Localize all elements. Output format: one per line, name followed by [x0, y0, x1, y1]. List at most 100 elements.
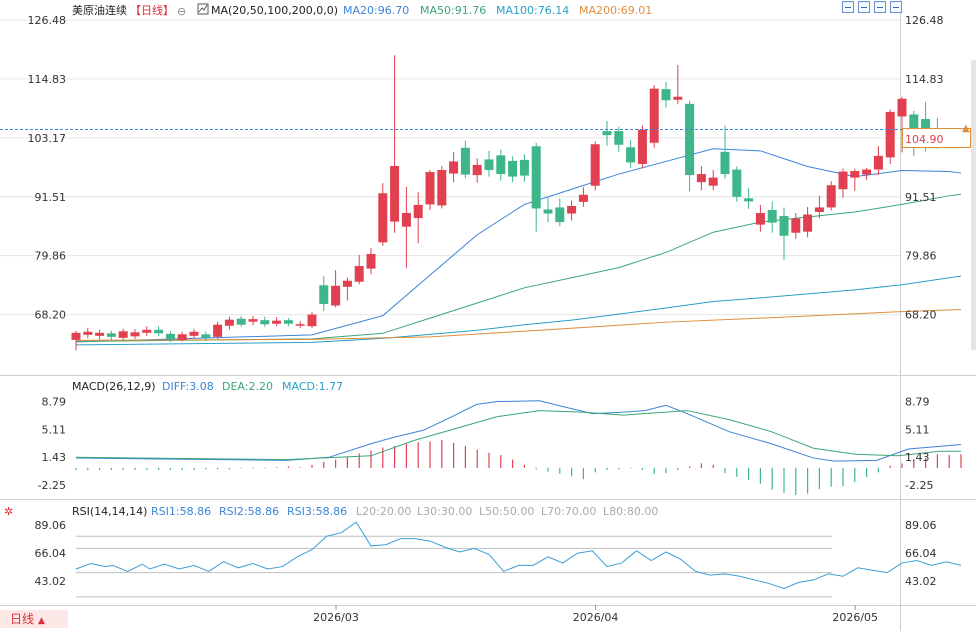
- candle: [673, 64, 683, 105]
- x-tick-label: 2026/04: [573, 611, 619, 624]
- candle-body: [862, 169, 872, 175]
- candle: [767, 201, 777, 233]
- candle-body: [413, 204, 423, 219]
- candle: [307, 311, 317, 329]
- zoom-out-icon[interactable]: [858, 1, 870, 13]
- candle: [838, 168, 848, 198]
- candle-body: [378, 193, 388, 243]
- candle: [826, 181, 836, 211]
- candle-body: [791, 218, 801, 233]
- candle: [142, 326, 152, 336]
- rsi-tick-label-right: 66.04: [905, 547, 937, 560]
- candle-body: [602, 131, 612, 136]
- candle-body: [814, 207, 824, 212]
- candle: [555, 198, 565, 227]
- period-tab-label: 日线: [10, 612, 35, 626]
- ma-lines: [75, 148, 962, 346]
- candle: [732, 166, 742, 202]
- rsi-tick-label: 66.04: [35, 547, 67, 560]
- candle: [83, 327, 93, 339]
- period-label[interactable]: 【日线】: [130, 3, 174, 17]
- macd-title: MACD(26,12,9): [72, 380, 156, 393]
- period-tab[interactable]: 日线 ▲: [0, 610, 68, 628]
- candle-body: [909, 114, 919, 130]
- candle-body: [165, 333, 175, 339]
- candle: [283, 318, 293, 327]
- macd-tick-label-right: 8.79: [905, 396, 930, 409]
- candle: [319, 276, 329, 312]
- candle-body: [649, 88, 659, 143]
- candle-body: [366, 253, 376, 269]
- candle-body: [755, 212, 765, 225]
- rsi-settings-icon[interactable]: ✲: [4, 505, 13, 518]
- macd-diff-value: DIFF:3.08: [162, 380, 214, 393]
- candle-body: [331, 285, 341, 306]
- ma100-value: MA100:76.14: [496, 4, 569, 17]
- candle-body: [154, 329, 164, 334]
- macd-hist-value: MACD:1.77: [282, 380, 343, 393]
- candle-body: [224, 319, 234, 326]
- last-price-label: 104.90: [905, 133, 944, 146]
- candle: [413, 192, 423, 244]
- ma200-value: MA200:69.01: [579, 4, 652, 17]
- zoom-in-icon[interactable]: [842, 1, 854, 13]
- candle-body: [248, 319, 258, 322]
- candle-body: [590, 144, 600, 186]
- candle-body: [142, 329, 152, 333]
- candle: [295, 321, 305, 329]
- candle-body: [803, 214, 813, 232]
- ma-params: MA(20,50,100,200,0,0): [211, 4, 338, 17]
- candle-body: [826, 185, 836, 208]
- candle: [213, 321, 223, 339]
- y-tick-label: 79.86: [35, 250, 67, 263]
- rsi1-value: RSI1:58.86: [151, 505, 211, 518]
- candle-body: [897, 98, 907, 117]
- candle: [885, 109, 895, 164]
- candle-body: [472, 164, 482, 176]
- candle-body: [614, 131, 624, 145]
- candle-body: [460, 147, 470, 175]
- candle: [519, 154, 529, 182]
- candle-body: [130, 332, 140, 337]
- candle: [189, 328, 199, 339]
- candle-body: [873, 155, 883, 170]
- rsi2-value: RSI2:58.86: [219, 505, 279, 518]
- macd-tick-label: -2.25: [38, 479, 66, 492]
- window-icon[interactable]: [874, 1, 886, 13]
- candle: [720, 125, 730, 179]
- candle-body: [744, 198, 754, 202]
- candle-body: [685, 103, 695, 176]
- rsi-title: RSI(14,14,14): [72, 505, 147, 518]
- candle: [331, 270, 341, 308]
- candle: [661, 82, 671, 108]
- macd-tick-label-right: -2.25: [905, 479, 933, 492]
- candle: [154, 326, 164, 337]
- candle-body: [508, 160, 518, 177]
- macd-dea-line: [75, 410, 961, 461]
- close-icon[interactable]: [890, 1, 902, 13]
- candle-body: [637, 129, 647, 164]
- candle-body: [272, 320, 282, 324]
- y-tick-label-right: 126.48: [905, 14, 944, 27]
- candle-body: [177, 334, 187, 340]
- candle-body: [519, 159, 529, 176]
- candle: [95, 329, 105, 340]
- candle-body: [484, 159, 494, 171]
- scrollbar[interactable]: [971, 60, 976, 350]
- candle: [578, 187, 588, 207]
- candle-body: [838, 171, 848, 190]
- axis-labels: 126.48126.48114.83114.83103.17103.1791.5…: [28, 14, 944, 624]
- candle: [590, 141, 600, 191]
- macd-tick-label: 1.43: [42, 451, 67, 464]
- candle: [696, 165, 706, 191]
- rsi-tick-label-right: 89.06: [905, 519, 937, 532]
- candle: [425, 170, 435, 210]
- candle: [449, 151, 459, 183]
- candle: [779, 207, 789, 261]
- y-tick-label-right: 79.86: [905, 250, 937, 263]
- settings-icon[interactable]: ⊖: [177, 5, 186, 18]
- candle-body: [921, 118, 931, 130]
- candle: [484, 150, 494, 177]
- ma-line-ma100: [75, 275, 962, 346]
- last-price-box: [902, 128, 971, 148]
